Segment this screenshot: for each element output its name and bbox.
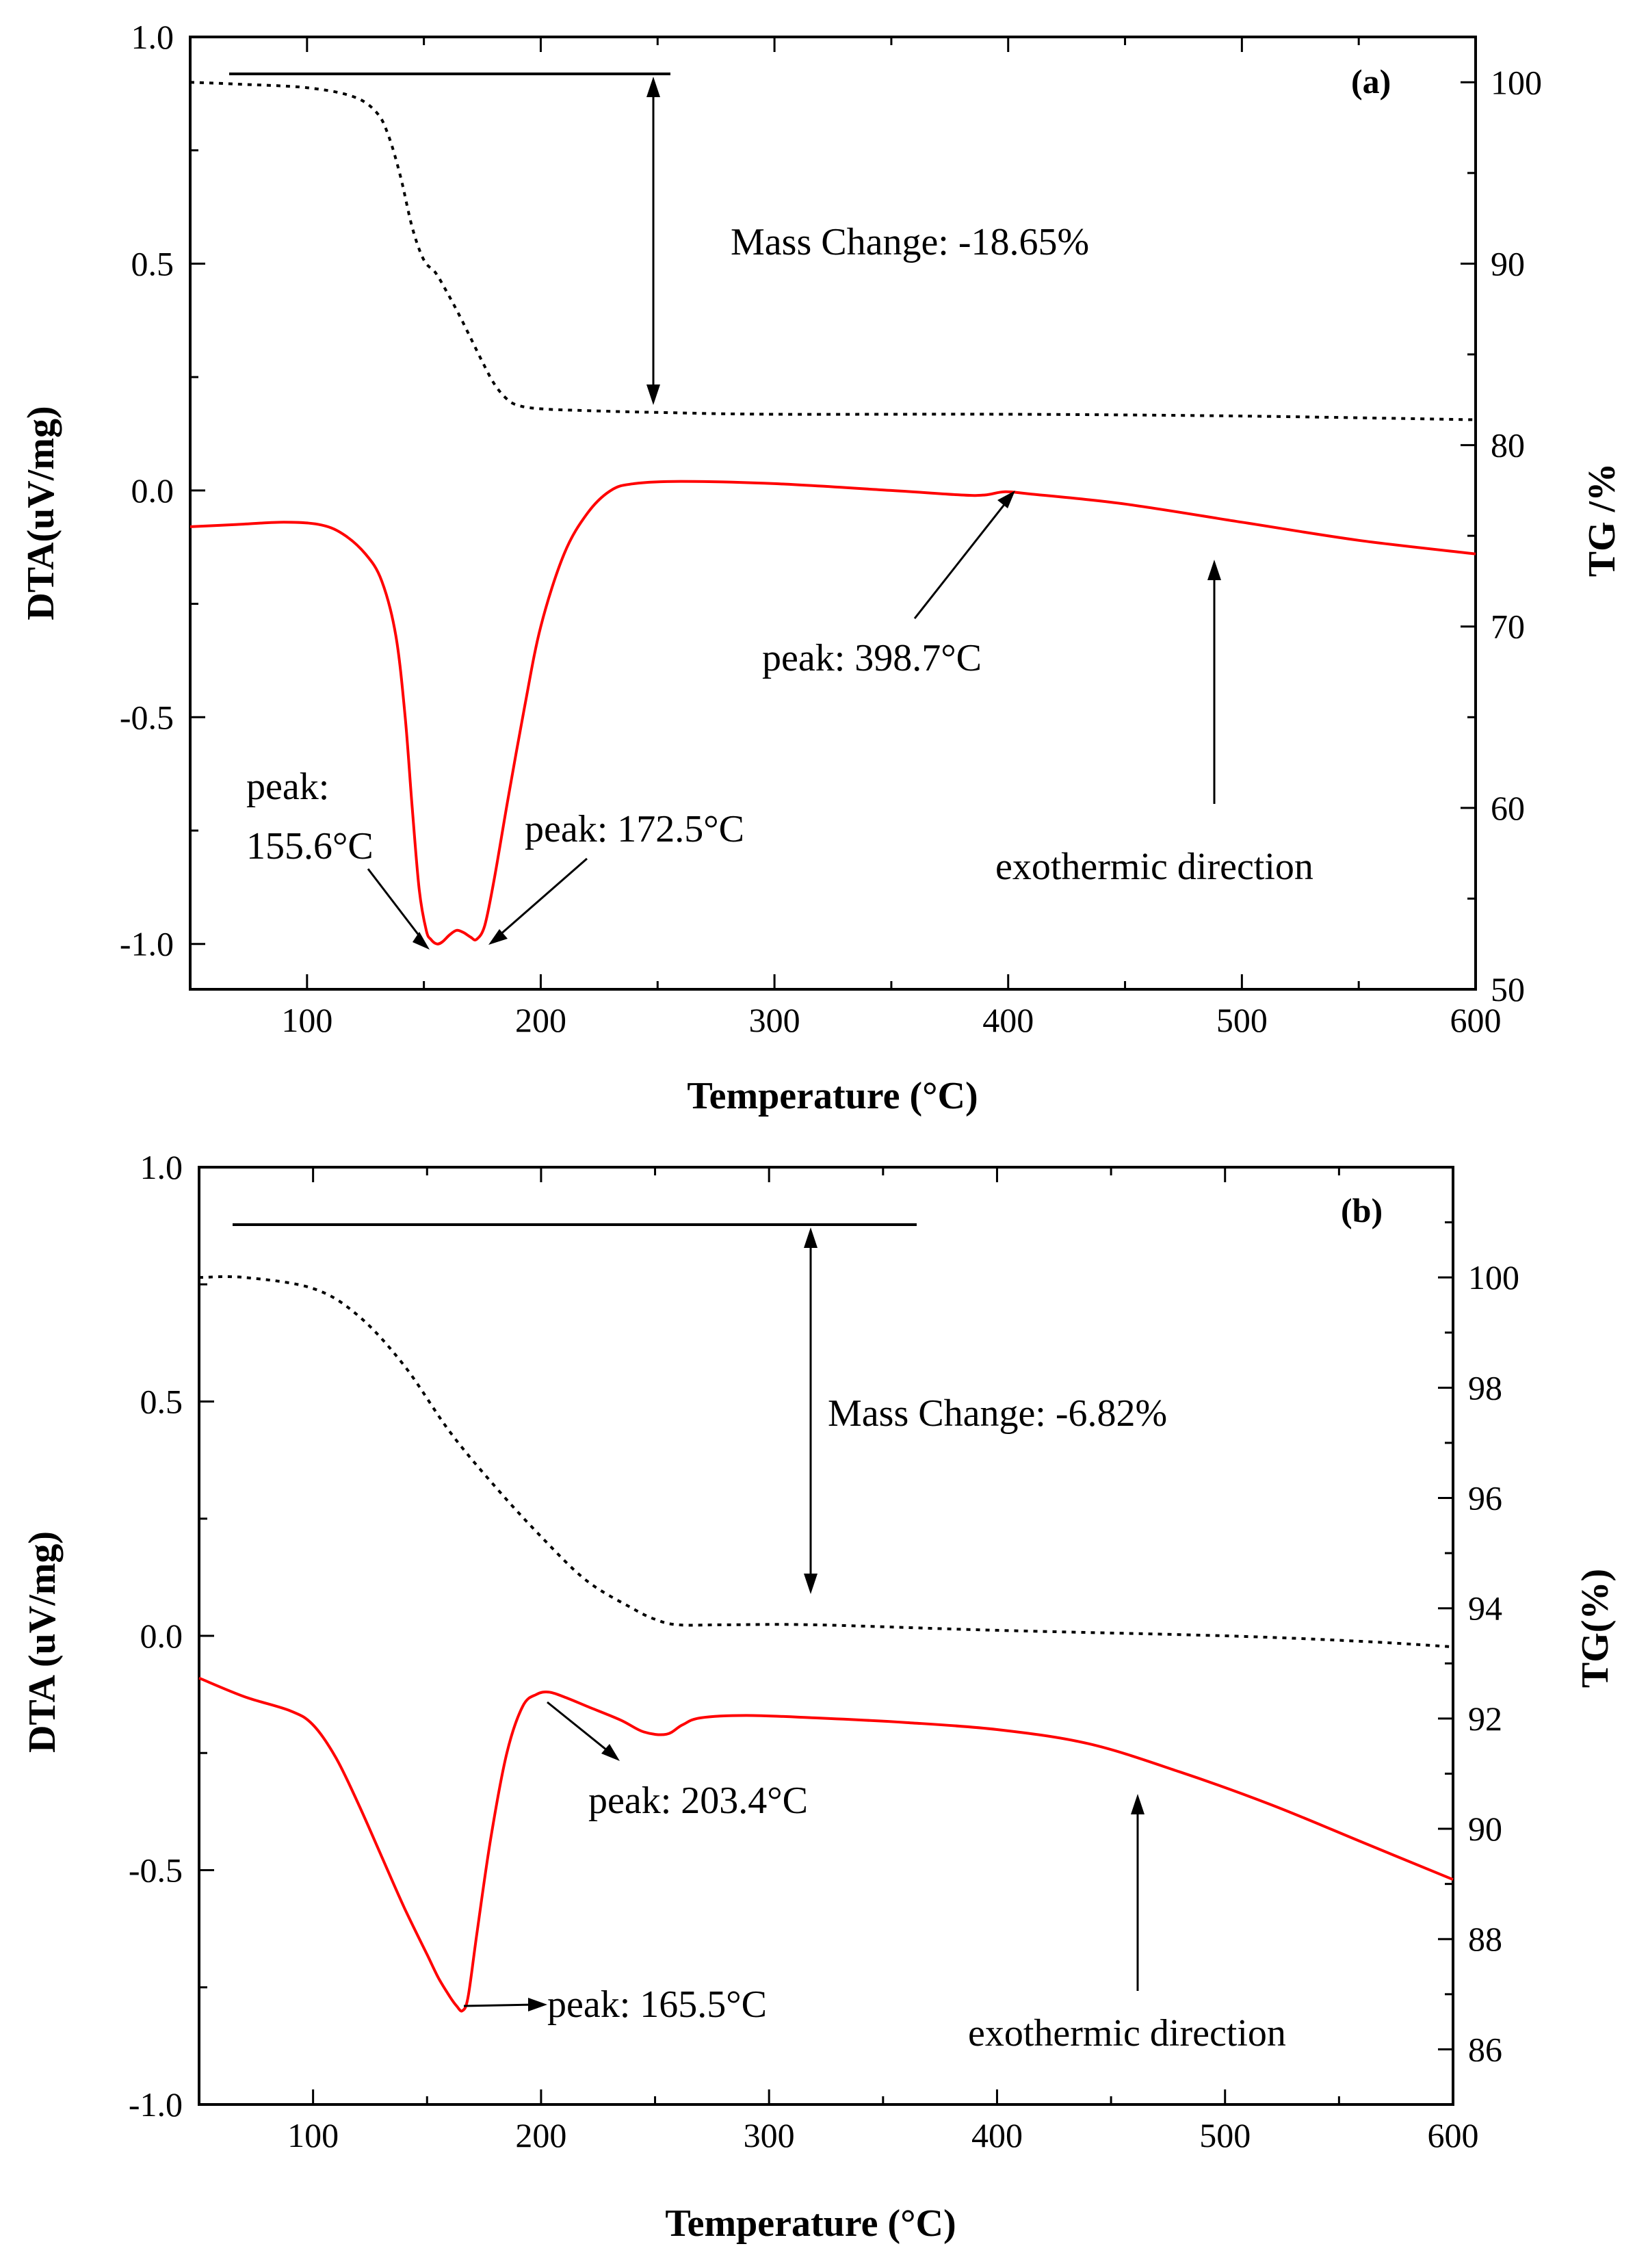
panel-label-b: (b) [1341,1191,1383,1229]
peak-arrow-398-a [913,502,1007,619]
y2-tick-label: 92 [1468,1699,1502,1738]
y-tick-label: -1.0 [129,2085,183,2124]
peak-arrow-155-head-a [413,932,430,950]
y2-tick-label: 80 [1491,426,1525,465]
mass-change-label-b: Mass Change: -6.82% [828,1392,1167,1435]
y2-tick-label: 90 [1468,1810,1502,1848]
x-tick-label: 300 [749,1001,800,1039]
peak-label-155-line1-a: peak: [246,766,329,808]
x-tick-label: 500 [1216,1001,1268,1039]
ticks-b: 100 200 300 400 500 600 -1.0 -0.5 0.0 0.5 1.0 86 88 9… [129,1148,1519,2154]
y2-tick-label: 100 [1491,63,1542,101]
y-tick-label: 0.5 [140,1383,183,1421]
tg-curve-b [198,1275,1454,1649]
y2-tick-label: 86 [1468,2030,1502,2068]
peak-arrow-165-b [463,2003,537,2007]
panel-a: 100 200 300 400 500 600 -1.0 -0.5 0.0 0.5 1.0 50 60 7… [20,18,1623,1117]
y2-tick-label: 50 [1491,970,1525,1008]
panel-b: 100 200 300 400 500 600 -1.0 -0.5 0.0 0.5 1.0 86 88 9… [21,1148,1617,2245]
x-axis-title-a: Temperature (°C) [687,1075,978,1117]
x-tick-label: 200 [515,2116,566,2154]
y-tick-label: 0.0 [131,471,174,510]
y2-tick-label: 96 [1468,1479,1502,1517]
peak-label-203-b: peak: 203.4°C [588,1780,808,1822]
y-tick-label: 1.0 [131,18,174,56]
y2-tick-label: 60 [1491,789,1525,827]
exo-label-a: exothermic direction [995,846,1313,888]
x-tick-label: 500 [1199,2116,1251,2154]
exo-label-b: exothermic direction [968,2012,1286,2055]
peak-arrow-203-b [547,1701,611,1754]
dta-curve-a [189,480,1476,946]
tg-curve-a [189,81,1476,421]
y-tick-label: -0.5 [129,1851,183,1890]
y2-tick-label: 90 [1491,244,1525,283]
peak-label-155-line2-a: 155.6°C [246,825,374,868]
y2-tick-label: 98 [1468,1368,1502,1407]
y2-tick-label: 94 [1468,1589,1502,1628]
y-tick-label: -0.5 [120,698,174,736]
y2-tick-label: 70 [1491,608,1525,646]
y2-axis-title-a: TG /% [1581,463,1623,577]
x-tick-label: 200 [515,1001,566,1039]
x-tick-label: 300 [744,2116,795,2154]
exo-arrow-head-a [1207,560,1221,580]
y-axis-title-b: DTA (uV/mg) [21,1531,64,1753]
peak-label-165-b: peak: 165.5°C [547,1983,767,2026]
peak-arrow-398-head-a [997,491,1015,508]
mass-arrow-top-head-a [646,77,660,97]
ticks-a: 100 200 300 400 500 600 -1.0 -0.5 0.0 0.5 1.0 50 60 7… [120,18,1542,1039]
mass-change-label-a: Mass Change: -18.65% [731,221,1089,263]
x-tick-label: 600 [1428,2116,1479,2154]
peak-arrow-155-a [367,868,423,939]
peak-label-172-a: peak: 172.5°C [525,808,744,850]
x-axis-title-b: Temperature (°C) [665,2202,956,2245]
peak-label-398-a: peak: 398.7°C [762,637,982,679]
dta-curve-b [198,1676,1454,2013]
peak-arrow-203-head-b [601,1744,620,1761]
y-tick-label: -1.0 [120,925,174,963]
plot-frame-a [189,36,1477,991]
exo-arrow-head-b [1131,1794,1144,1814]
mass-arrow-bottom-head-a [646,384,660,405]
mass-arrow-top-head-b [804,1227,818,1248]
y-tick-label: 0.5 [131,244,174,283]
x-tick-label: 100 [281,1001,332,1039]
y2-tick-label: 88 [1468,1920,1502,1958]
x-tick-label: 400 [971,2116,1023,2154]
x-tick-label: 600 [1450,1001,1502,1039]
panel-label-a: (a) [1351,62,1391,101]
y-axis-title-a: DTA(uV/mg) [20,406,62,620]
x-tick-label: 400 [982,1001,1034,1039]
y-tick-label: 0.0 [140,1617,183,1655]
x-tick-label: 100 [287,2116,339,2154]
peak-arrow-172-a [499,857,588,937]
y-tick-label: 1.0 [140,1148,183,1186]
peak-arrow-172-head-a [488,929,508,945]
peak-arrow-165-head-b [528,1998,547,2011]
y2-tick-label: 100 [1468,1258,1519,1296]
y2-axis-title-b: TG(%) [1574,1569,1617,1688]
mass-arrow-bottom-head-b [804,1574,818,1594]
